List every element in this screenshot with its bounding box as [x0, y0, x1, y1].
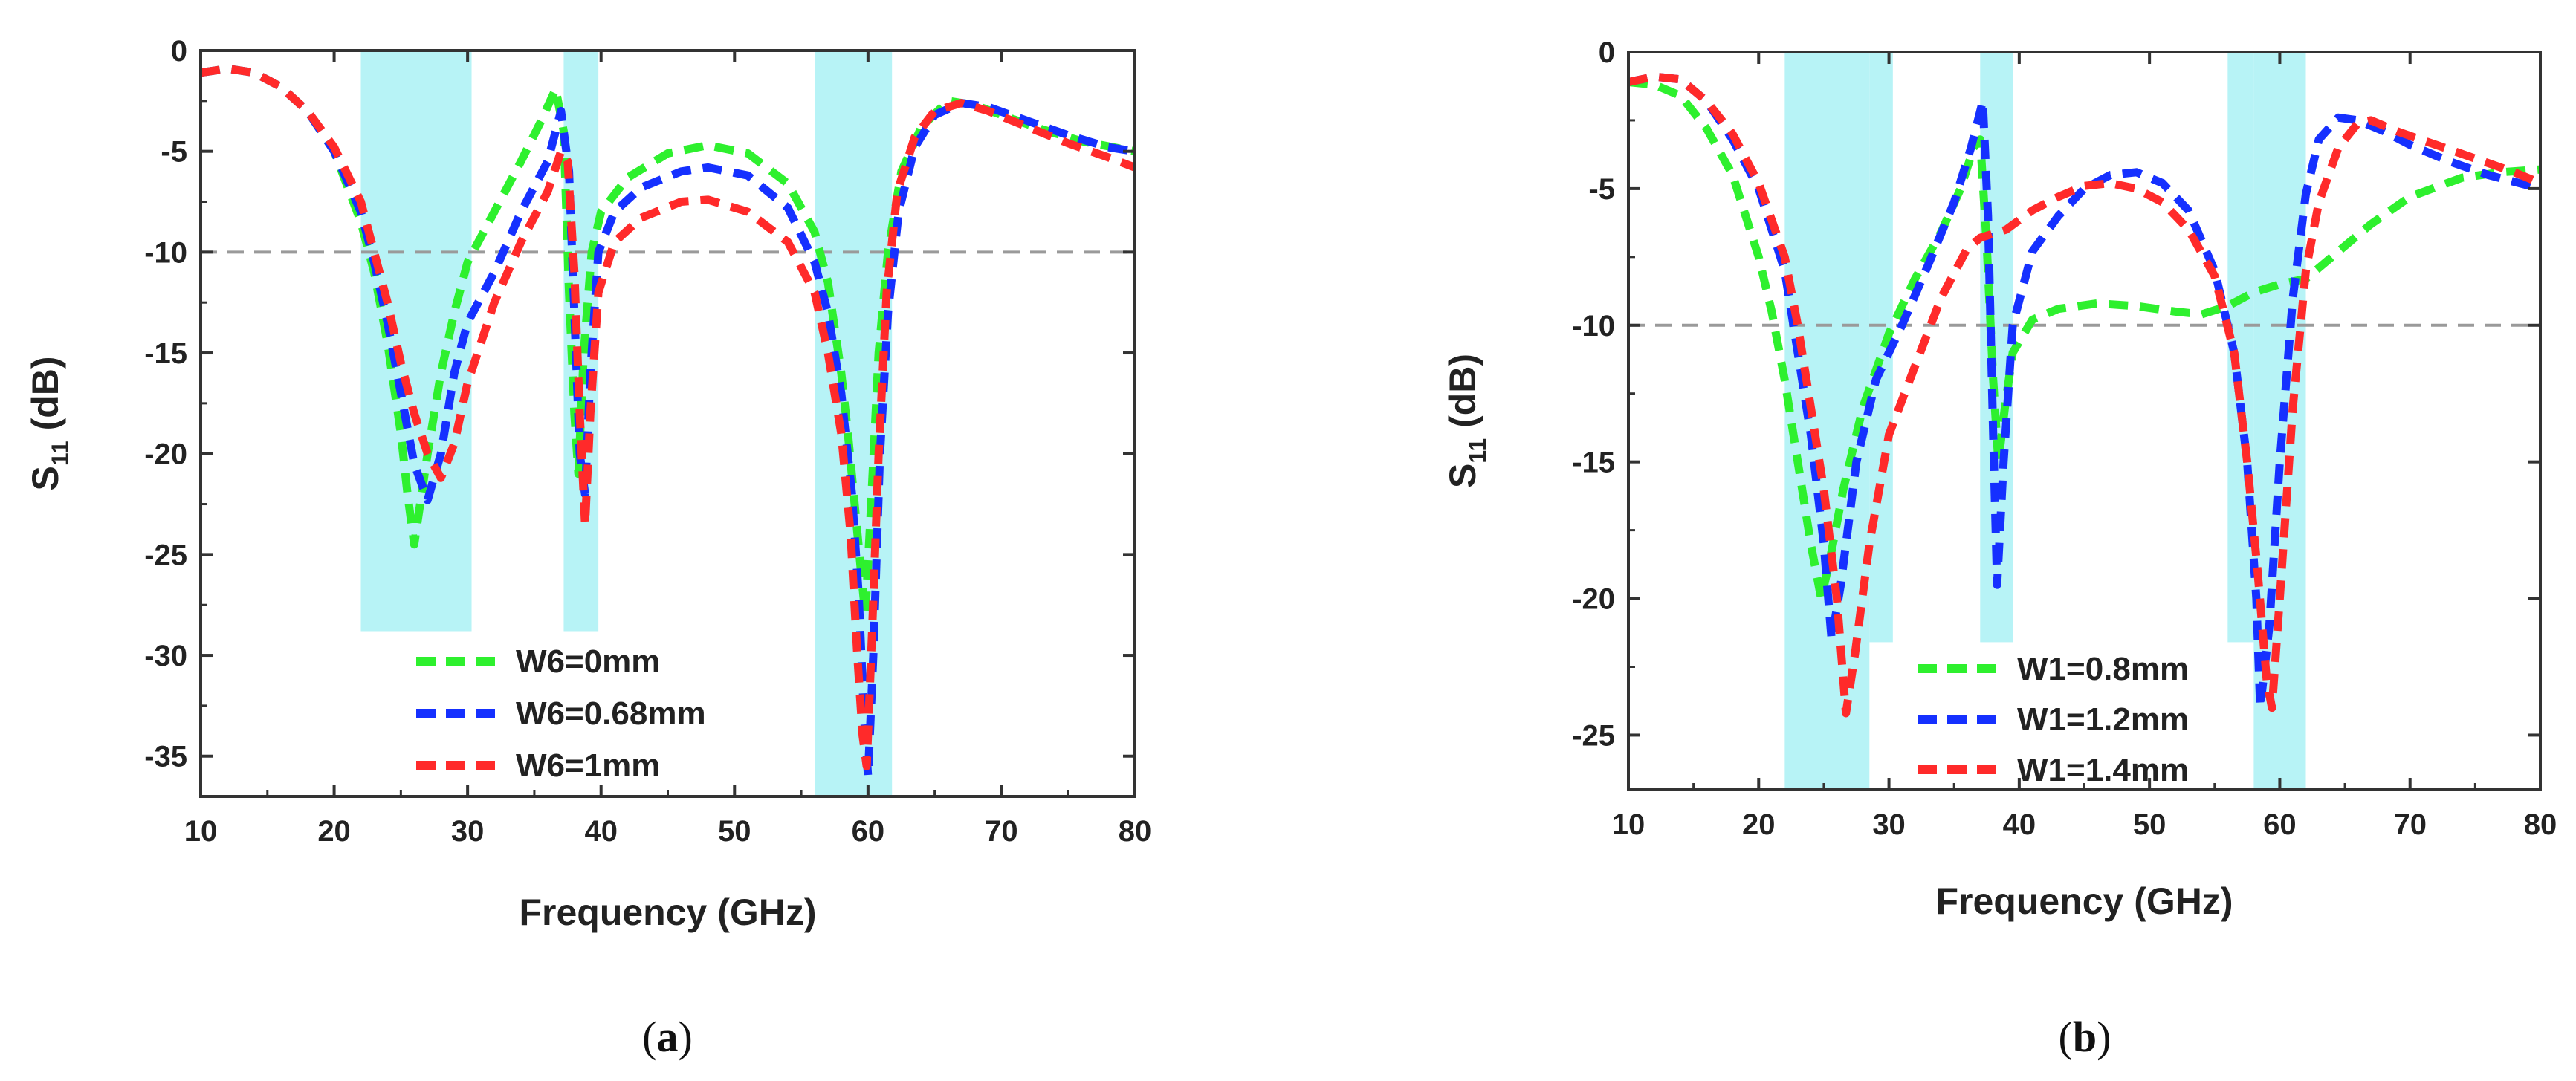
series-line-3	[1627, 72, 2543, 718]
x-tick-label: 70	[2393, 808, 2427, 841]
highlight-band	[1784, 52, 1870, 790]
x-tick-label: 30	[451, 815, 485, 848]
x-tick-label: 10	[1612, 808, 1645, 841]
y-axis-label: S11 (dB)	[25, 356, 74, 490]
panel-caption: (b)	[2059, 1013, 2111, 1061]
legend-label: W6=0.68mm	[516, 695, 706, 732]
y-tick-label: -30	[144, 640, 187, 672]
x-tick-label: 20	[1742, 808, 1776, 841]
legend-label: W1=1.4mm	[2017, 752, 2189, 788]
x-tick-label: 20	[317, 815, 351, 848]
x-tick-label: 40	[2003, 808, 2036, 841]
y-tick-label: -35	[144, 741, 187, 773]
legend-label: W6=0mm	[516, 643, 660, 680]
panel-caption: (a)	[642, 1013, 693, 1061]
y-tick-label: -25	[1572, 719, 1615, 752]
series-line-2	[1627, 72, 2542, 712]
x-axis-label: Frequency (GHz)	[519, 892, 816, 933]
y-tick-label: 0	[1599, 36, 1615, 69]
y-tick-label: -10	[1572, 310, 1615, 343]
series-line-1	[1628, 78, 2541, 603]
x-tick-label: 30	[1872, 808, 1906, 841]
y-tick-label: -15	[144, 337, 187, 370]
series-line-1	[200, 64, 1136, 620]
y-tick-label: -10	[144, 236, 187, 269]
series-line-2	[200, 64, 1136, 781]
x-tick-label: 50	[718, 815, 751, 848]
series-line-3	[200, 64, 1136, 770]
x-tick-label: 80	[1119, 815, 1152, 848]
highlight-band	[360, 51, 472, 632]
y-axis-label: S11 (dB)	[1442, 354, 1491, 488]
y-tick-label: -25	[144, 539, 187, 571]
x-tick-label: 40	[584, 815, 618, 848]
plot-frame	[199, 49, 1136, 798]
x-tick-label: 10	[184, 815, 218, 848]
x-tick-label: 70	[985, 815, 1018, 848]
x-axis-label: Frequency (GHz)	[1935, 880, 2233, 922]
y-tick-label: -20	[1572, 583, 1615, 616]
y-tick-label: -5	[1588, 173, 1615, 206]
panel-b: 10 20 30 40 50 60 70 80 0 -5 -10 -15 -20 -25 Frequency…	[1442, 36, 2557, 1061]
panel-a: 10 20 30 40 50 60 70 80 0 -5 -10 -15 -20 -25 -30 -35 Fre…	[25, 35, 1151, 1061]
legend-label: W1=0.8mm	[2017, 651, 2189, 687]
x-tick-label: 80	[2524, 808, 2557, 841]
legend-label: W6=1mm	[516, 747, 660, 784]
legend-label: W1=1.2mm	[2017, 701, 2189, 738]
y-tick-label: 0	[171, 35, 187, 68]
y-tick-label: -5	[161, 136, 187, 169]
x-tick-label: 60	[2263, 808, 2297, 841]
y-tick-label: -20	[144, 438, 187, 471]
x-tick-label: 50	[2133, 808, 2166, 841]
y-tick-label: -15	[1572, 447, 1615, 479]
x-tick-label: 60	[852, 815, 885, 848]
